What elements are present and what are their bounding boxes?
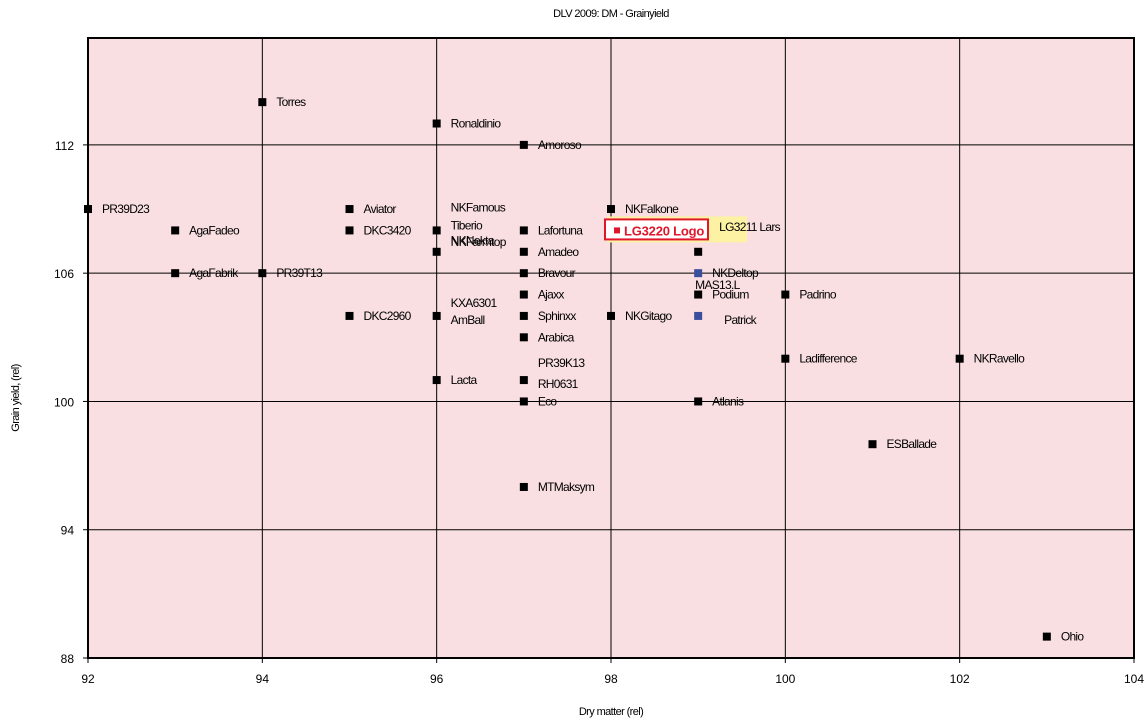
marker-amadeo: [519, 247, 528, 256]
label-aviator: Aviator: [364, 202, 397, 216]
label-bravour: Bravour: [538, 266, 576, 280]
y-tick-label: 112: [55, 139, 74, 153]
marker-eco: [519, 397, 528, 406]
marker-bravour: [519, 269, 528, 278]
y-tick-label: 94: [61, 524, 75, 538]
marker-arabica: [519, 333, 528, 342]
marker-amball: [432, 311, 441, 320]
label-pr39d23: PR39D23: [102, 202, 150, 216]
x-axis-label: Dry matter (rel): [578, 706, 644, 718]
label-torres: Torres: [276, 95, 306, 109]
label-podium: Podium: [712, 288, 749, 302]
label-pr39t13: PR39T13: [276, 266, 323, 280]
label-mtmaksym: MTMaksym: [538, 480, 595, 494]
marker-nkdeltop: [694, 269, 703, 278]
marker-lg3220-logo: [614, 227, 620, 234]
marker-ajaxx: [519, 290, 528, 299]
chart-title: DLV 2009: DM - Grainyield: [553, 8, 669, 20]
marker-patrick: [694, 311, 703, 320]
marker-podium: [694, 290, 703, 299]
label-amoroso: Amoroso: [538, 138, 582, 152]
label-lg3220-logo: LG3220 Logo: [624, 223, 704, 238]
marker-aviator: [345, 205, 354, 214]
label-nkgitago: NKGitago: [625, 309, 672, 323]
axis-ticks: 92 94 96 98 100 102 104 88 94 100 106 112: [54, 139, 1144, 686]
marker-ronaldinio: [432, 119, 441, 128]
label-lafortuna: Lafortuna: [538, 223, 583, 237]
x-tick-label: 100: [775, 672, 795, 686]
marker-sphinxx: [519, 311, 528, 320]
x-tick-label: 104: [1124, 672, 1144, 686]
label-kxa6301: KXA6301: [451, 296, 498, 310]
marker-tiberio: [432, 226, 441, 235]
label-eco: Eco: [538, 394, 558, 408]
x-tick-label: 102: [950, 672, 970, 686]
label-amball: AmBall: [451, 313, 485, 327]
marker-dkc3420: [345, 226, 354, 235]
x-tick-label: 96: [430, 672, 444, 686]
marker-nkravello: [955, 354, 964, 363]
marker-dkc2960: [345, 311, 354, 320]
x-tick-label: 94: [256, 672, 270, 686]
marker-pr39t13: [258, 269, 267, 278]
marker-lafortuna: [519, 226, 528, 235]
marker-nkfarmtop: [432, 247, 441, 256]
marker-padrino: [781, 290, 790, 299]
x-tick-label: 92: [81, 672, 95, 686]
marker-pr39d23: [84, 205, 92, 214]
y-tick-label: 88: [61, 652, 75, 666]
label-patrick: Patrick: [724, 313, 757, 327]
label-atlanis: Atlanis: [712, 394, 744, 408]
label-nkdeltop: NKDeltop: [712, 266, 759, 280]
marker-ohio: [1042, 632, 1051, 641]
marker-mtmaksym: [519, 482, 528, 491]
data-markers: [84, 98, 1051, 641]
x-tick-label: 98: [604, 672, 618, 686]
label-padrino: Padrino: [799, 288, 836, 302]
label-nkfamous: NKFamous: [451, 200, 506, 214]
marker-nkfalkone: [607, 205, 615, 214]
label-arabica: Arabica: [538, 330, 575, 344]
label-rh0631: RH0631: [538, 377, 579, 391]
label-ajaxx: Ajaxx: [538, 288, 565, 302]
marker-agafabrik: [171, 269, 180, 278]
label-tiberio: Tiberio: [451, 218, 483, 232]
label-esballade: ESBallade: [887, 437, 938, 451]
label-agafabrik: AgaFabrik: [189, 266, 239, 280]
marker-nkgitago: [607, 311, 615, 320]
label-agafadeo: AgaFadeo: [189, 223, 240, 237]
marker-ladifference: [781, 354, 790, 363]
label-nkfarmtop: NKFarmtop: [451, 235, 507, 249]
y-tick-label: 100: [54, 395, 74, 409]
label-ohio: Ohio: [1061, 630, 1085, 644]
marker-atlanis: [694, 397, 703, 406]
label-lacta: Lacta: [451, 373, 478, 387]
marker-rh0631: [519, 376, 528, 385]
label-pr39k13: PR39K13: [538, 356, 585, 370]
data-labels: PR39D23 AgaFadeo AgaFabrik Torres PR39T13 Avi…: [102, 95, 1085, 644]
marker-esballade: [868, 440, 877, 449]
label-lg3211-lars: LG3211 Lars: [719, 220, 780, 234]
label-nknekta: NKNekta: [451, 233, 495, 247]
label-ronaldinio: Ronaldinio: [451, 117, 502, 131]
highlight-frame: [604, 218, 709, 241]
marker-agafadeo: [171, 226, 180, 235]
marker-amoroso: [519, 140, 528, 149]
marker-torres: [258, 98, 267, 107]
label-ladifference: Ladifference: [799, 352, 857, 366]
label-amadeo: Amadeo: [538, 245, 580, 259]
label-mas13-l: MAS13.L: [695, 278, 740, 292]
label-dkc2960: DKC2960: [364, 309, 412, 323]
y-tick-label: 106: [54, 267, 74, 281]
highlight-layer: [604, 216, 747, 243]
label-nkravello: NKRavello: [974, 352, 1025, 366]
marker-lg3211-lars: [694, 247, 703, 256]
label-dkc3420: DKC3420: [364, 223, 412, 237]
label-sphinxx: Sphinxx: [538, 309, 576, 323]
label-nkfalkone: NKFalkone: [625, 202, 679, 216]
marker-lacta: [432, 376, 441, 385]
